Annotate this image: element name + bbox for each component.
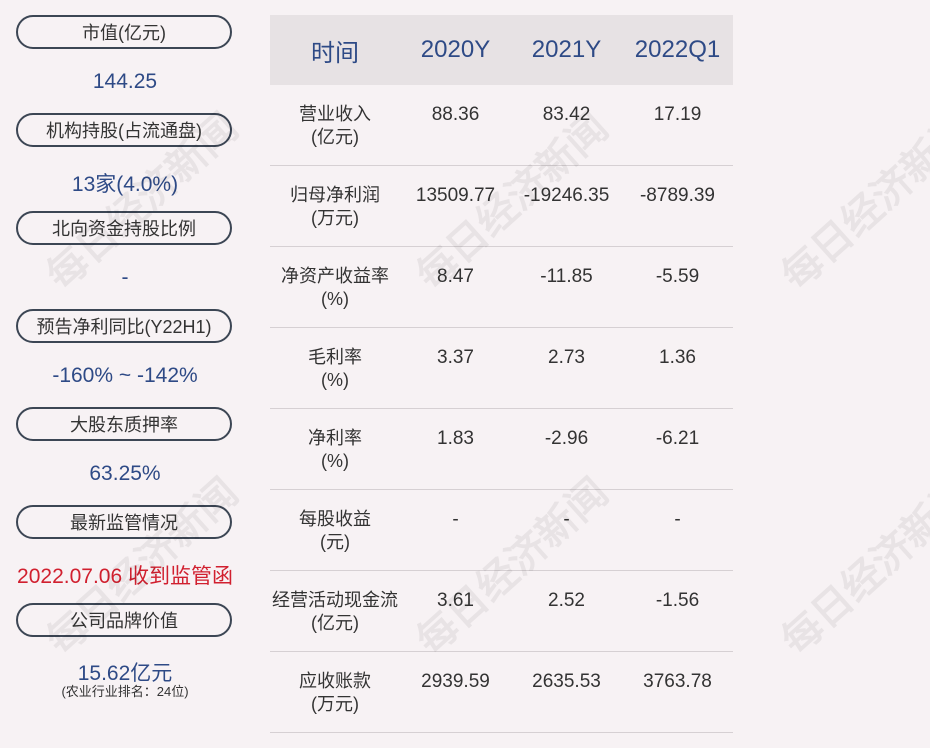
table-row-roe: 净资产收益率 (%) 8.47 -11.85 -5.59 [270, 247, 733, 328]
cell-2021y: 83.42 [542, 104, 591, 125]
row-label: 每股收益 (元) [270, 490, 400, 570]
cell-2020y: 1.83 [437, 428, 474, 449]
cell-2022q1: 1.36 [659, 347, 696, 368]
market-cap-label: 市值(亿元) [16, 15, 232, 49]
cell-2022q1: - [674, 509, 681, 530]
row-label: 净资产收益率 (%) [270, 247, 400, 327]
northbound-holding-value: - [121, 266, 129, 289]
table-row-revenue: 营业收入 (亿元) 88.36 83.42 17.19 [270, 85, 733, 166]
cell-2022q1: 3763.78 [643, 671, 712, 692]
row-label-name: 经营活动现金流 [272, 590, 398, 610]
header-2022q1: 2022Q1 [634, 36, 721, 63]
row-label: 经营活动现金流 (亿元) [270, 571, 400, 651]
cell-2021y: 2.52 [548, 590, 585, 611]
profit-forecast-label: 预告净利同比(Y22H1) [16, 309, 232, 343]
cell-2020y: - [452, 509, 459, 530]
row-label-name: 每股收益 [299, 509, 371, 529]
cell-2020y: 3.61 [437, 590, 474, 611]
row-label-name: 归母净利润 [290, 185, 380, 205]
cell-2022q1: -6.21 [655, 428, 700, 449]
northbound-holding-label: 北向资金持股比例 [16, 211, 232, 245]
cell-2020y: 3.37 [437, 347, 474, 368]
cell-2020y: 2939.59 [421, 671, 490, 692]
table-row-net-margin: 净利率 (%) 1.83 -2.96 -6.21 [270, 409, 733, 490]
row-label-unit: (亿元) [311, 613, 359, 633]
cell-2021y: 2635.53 [532, 671, 601, 692]
pledge-ratio-label: 大股东质押率 [16, 407, 232, 441]
cell-2020y: 8.47 [437, 266, 474, 287]
brand-value-rank-note: (农业行业排名：24位) [61, 684, 189, 699]
cell-2022q1: -5.59 [655, 266, 700, 287]
pledge-ratio-value: 63.25% [89, 462, 161, 485]
header-time: 时间 [311, 39, 359, 67]
row-label-name: 净资产收益率 [281, 266, 389, 286]
watermark: 每日经济新闻 [772, 103, 930, 300]
header-2020y: 2020Y [420, 36, 491, 63]
market-cap-value: 144.25 [92, 70, 158, 93]
row-label: 毛利率 (%) [270, 328, 400, 408]
table-row-gross-margin: 毛利率 (%) 3.37 2.73 1.36 [270, 328, 733, 409]
profit-forecast-value: -160% ~ -142% [52, 364, 198, 387]
table-row-eps: 每股收益 (元) - - - [270, 490, 733, 571]
table-row-operating-cash-flow: 经营活动现金流 (亿元) 3.61 2.52 -1.56 [270, 571, 733, 652]
row-label-unit: (亿元) [311, 127, 359, 147]
row-label: 营业收入 (亿元) [270, 85, 400, 165]
table-row-net-profit: 归母净利润 (万元) 13509.77 -19246.35 -8789.39 [270, 166, 733, 247]
cell-2021y: -11.85 [540, 266, 593, 287]
watermark: 每日经济新闻 [772, 468, 930, 665]
financial-table: 时间 2020Y 2021Y 2022Q1 营业收入 (亿元) 88.36 83.… [270, 15, 733, 733]
row-label-unit: (%) [321, 370, 349, 390]
row-label: 归母净利润 (万元) [270, 166, 400, 246]
cell-2021y: 2.73 [548, 347, 585, 368]
row-label-unit: (万元) [311, 208, 359, 228]
brand-value-value: 15.62亿元 [77, 662, 173, 685]
row-label: 净利率 (%) [270, 409, 400, 489]
row-label-unit: (万元) [311, 694, 359, 714]
row-label-unit: (%) [321, 289, 349, 309]
cell-2020y: 88.36 [431, 104, 480, 125]
cell-2022q1: 17.19 [653, 104, 702, 125]
table-header: 时间 2020Y 2021Y 2022Q1 [270, 15, 733, 85]
header-2021y: 2021Y [531, 36, 602, 63]
row-label: 应收账款 (万元) [270, 652, 400, 732]
cell-2020y: 13509.77 [415, 185, 496, 206]
institutional-holding-label: 机构持股(占流通盘) [16, 113, 232, 147]
table-row-receivables: 应收账款 (万元) 2939.59 2635.53 3763.78 [270, 652, 733, 733]
brand-value-label: 公司品牌价值 [16, 603, 232, 637]
regulatory-status-label: 最新监管情况 [16, 505, 232, 539]
cell-2022q1: -1.56 [655, 590, 700, 611]
cell-2022q1: -8789.39 [639, 185, 715, 206]
row-label-unit: (元) [320, 532, 350, 552]
regulatory-status-value: 2022.07.06 收到监管函 [17, 565, 233, 588]
row-label-name: 净利率 [308, 428, 362, 448]
cell-2021y: -19246.35 [523, 185, 610, 206]
row-label-name: 应收账款 [299, 671, 371, 691]
row-label-name: 毛利率 [308, 347, 362, 367]
row-label-unit: (%) [321, 451, 349, 471]
cell-2021y: -2.96 [544, 428, 589, 449]
row-label-name: 营业收入 [299, 104, 371, 124]
cell-2021y: - [563, 509, 570, 530]
institutional-holding-value: 13家(4.0%) [71, 173, 179, 196]
